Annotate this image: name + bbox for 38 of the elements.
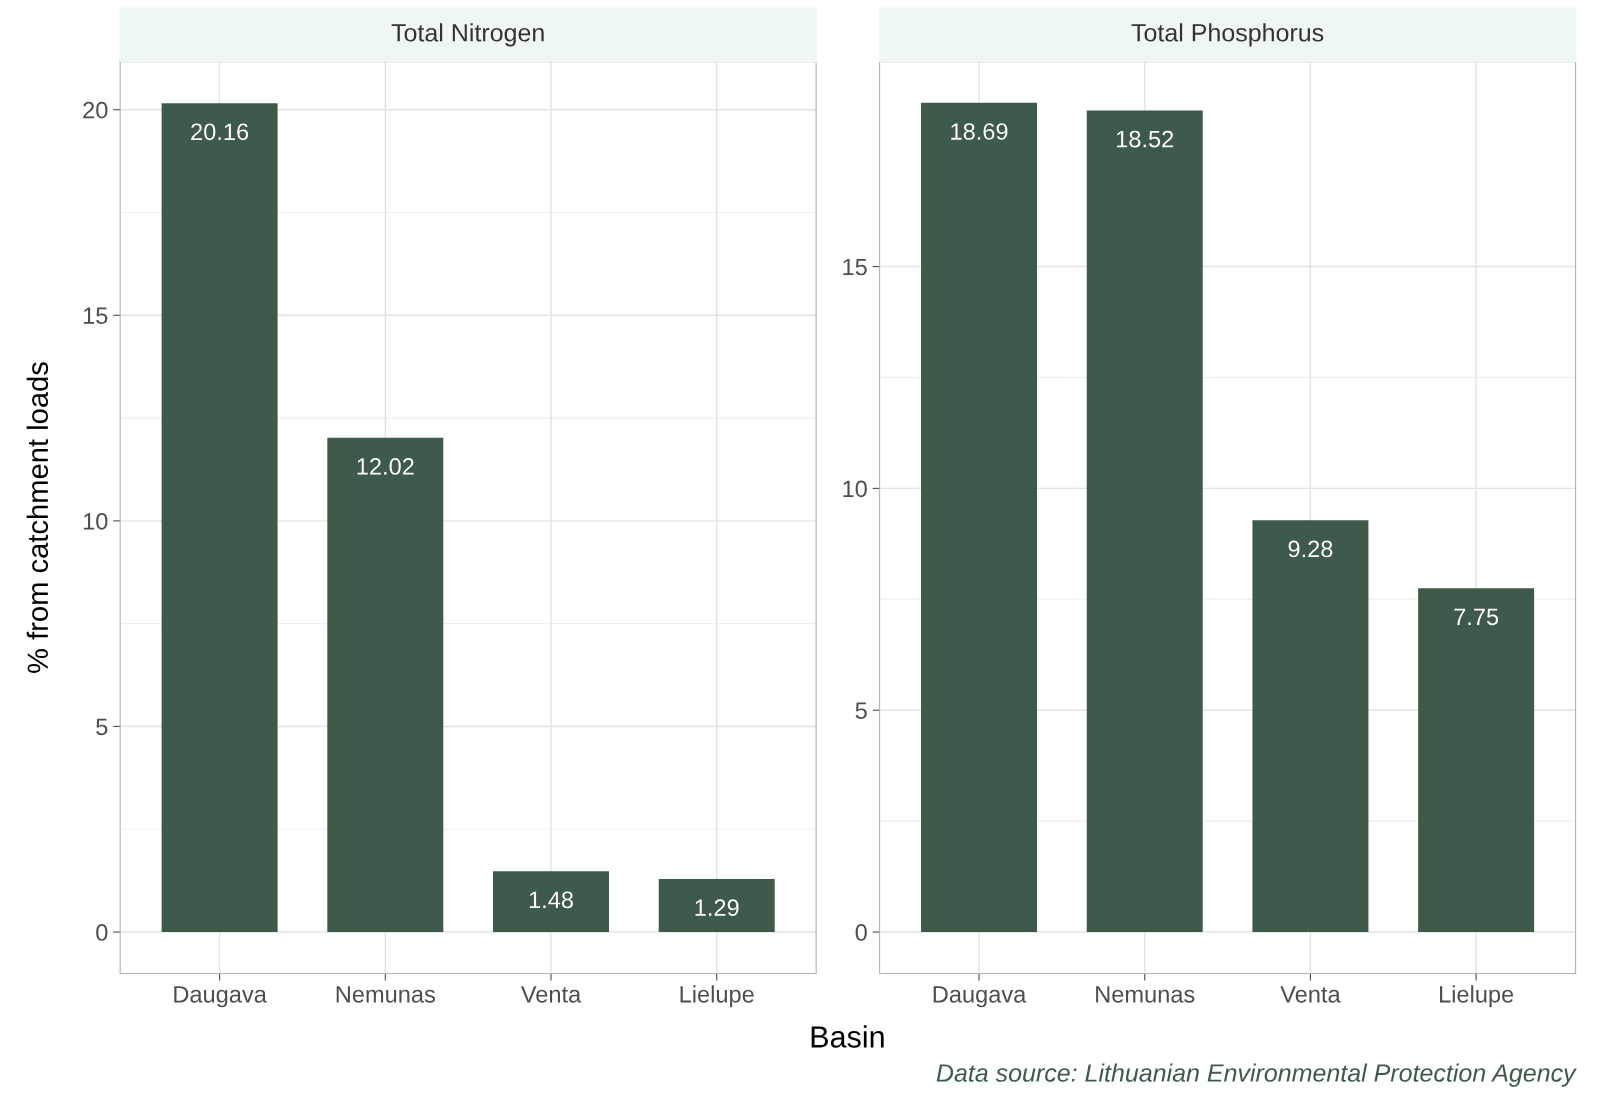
x-axis-title: Basin [811,1025,884,1048]
chart-title: Total Phosphorus [1131,23,1324,47]
y-tick-label: 5 [855,702,867,719]
data-label: 18.69 [951,123,1008,140]
y-tick-label: 10 [83,512,108,530]
y-tick-label: 0 [855,924,867,941]
bar [1418,588,1535,933]
x-tick-label: Daugava [933,986,1027,1008]
bar [161,103,278,933]
x-tick-label: Venta [1280,986,1341,1003]
x-tick-label: Daugava [174,986,267,1008]
bar [921,102,1038,933]
x-tick-label: Nemunas [1096,986,1195,1003]
bar [658,879,775,933]
data-label: 7.75 [1454,608,1499,626]
x-tick-label: Nemunas [336,986,435,1003]
y-tick-label: 15 [843,258,867,276]
bar [1086,110,1203,933]
data-label: 9.28 [1288,540,1333,558]
data-label: 1.48 [529,891,573,909]
source-note: Data source: Lithuanian Environmental Protection Agency [936,1063,1577,1087]
data-label: 18.52 [1116,130,1174,148]
data-label: 12.02 [357,458,414,475]
bar [327,437,444,933]
x-tick-label: Lielupe [1440,985,1514,1008]
y-tick-label: 5 [96,718,108,736]
data-label: 1.29 [695,899,739,917]
data-label: 20.16 [191,123,249,141]
bar [1252,520,1369,933]
y-tick-label: 15 [83,307,108,325]
x-tick-label: Venta [520,986,582,1003]
bar [493,871,609,933]
chart-title: Total Nitrogen [391,23,544,47]
y-tick-label: 0 [96,924,108,941]
y-tick-label: 20 [83,101,108,119]
y-axis-title: % from catchment loads [26,362,49,673]
y-tick-label: 10 [843,480,867,498]
x-tick-label: Lielupe [680,985,754,1008]
